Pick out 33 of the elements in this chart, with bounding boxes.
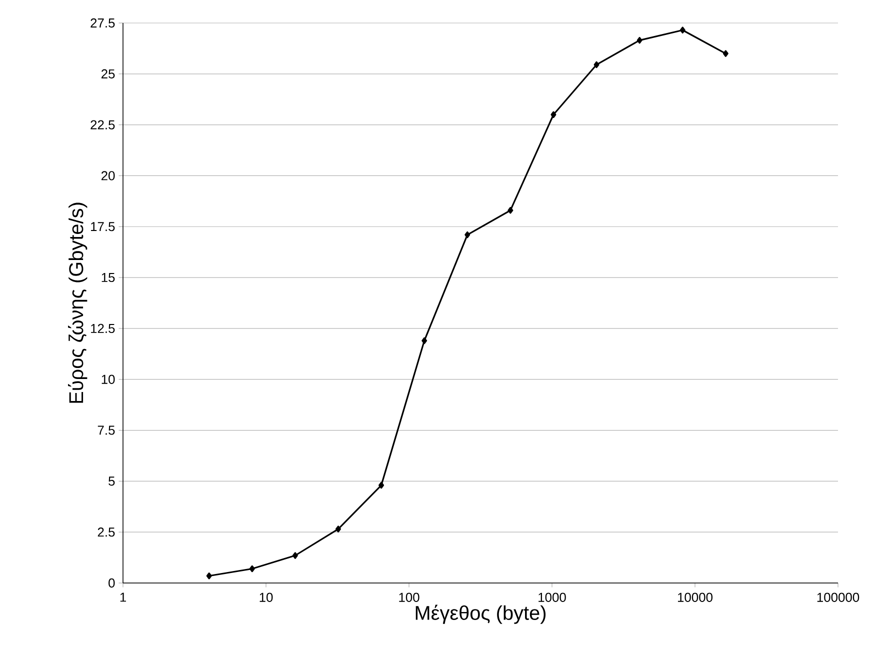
y-tick-label: 15: [102, 273, 115, 282]
y-tick-label: 7.5: [98, 426, 115, 435]
point: [378, 482, 384, 489]
point: [206, 572, 212, 580]
point: [594, 61, 600, 68]
y-tick-label: 12.5: [91, 324, 115, 334]
y-tick-label: 17.5: [91, 222, 115, 232]
x-tick-label: 1: [120, 592, 126, 602]
x-tick-label: 10: [260, 592, 273, 602]
point: [680, 26, 686, 34]
x-tick-label: 100000: [817, 592, 860, 602]
x-axis-title: Μέγεθος (byte): [416, 604, 546, 624]
y-tick-label: 20: [101, 171, 115, 180]
point: [335, 526, 341, 532]
point: [722, 50, 728, 57]
point: [508, 206, 514, 214]
y-tick-label: 0: [108, 578, 115, 588]
y-tick-label: 10: [102, 374, 115, 384]
y-tick-label: 2.5: [98, 528, 115, 537]
y-tick-label: 5: [108, 476, 115, 486]
y-axis-title: Εύρος ζώνης (Gbyte/s): [68, 202, 88, 403]
point: [249, 565, 255, 572]
x-tick-label: 10000: [678, 592, 713, 602]
y-tick-label: 27.5: [90, 18, 115, 28]
point: [636, 36, 642, 44]
point: [422, 337, 428, 344]
y-tick-label: 22.5: [90, 120, 115, 130]
x-tick-label: 1000: [538, 592, 566, 602]
point: [464, 231, 470, 238]
y-tick-label: 25: [101, 69, 115, 78]
x-tick-label: 100: [399, 592, 420, 602]
point: [292, 552, 298, 559]
point: [550, 111, 556, 118]
